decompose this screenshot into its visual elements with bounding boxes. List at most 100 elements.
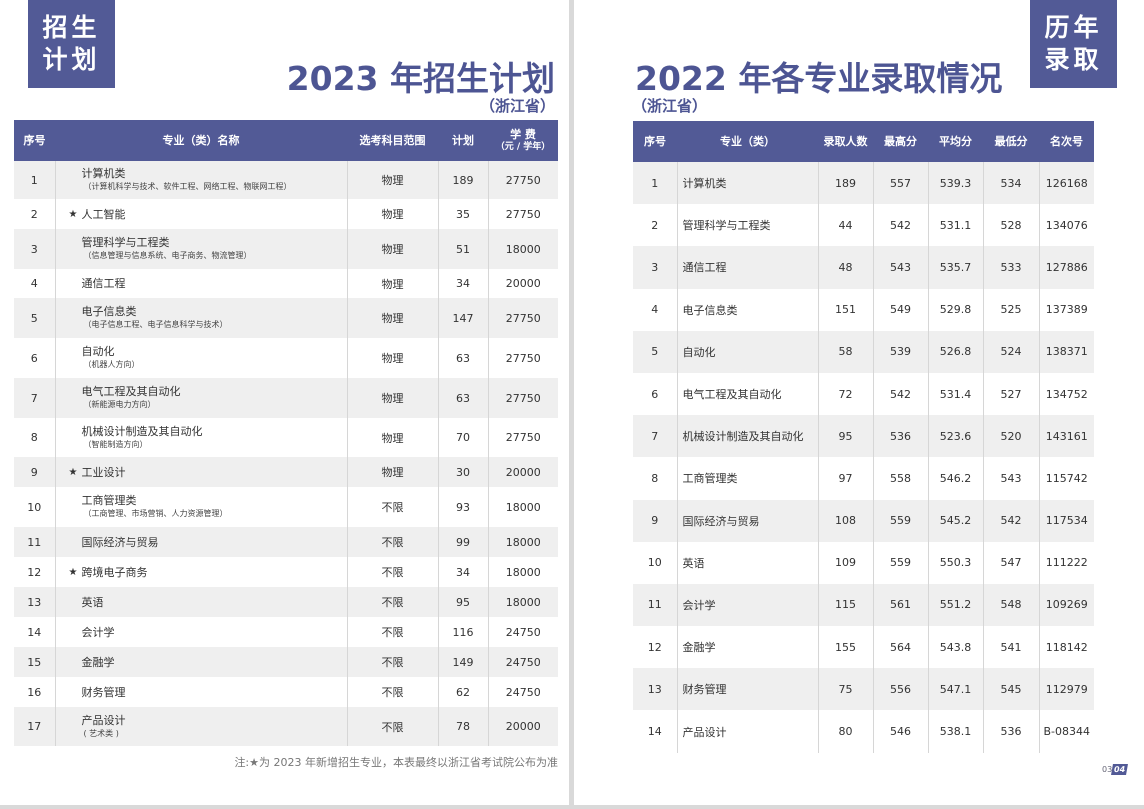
rank-number: 117534 (1038, 499, 1094, 542)
major-name: 机械设计制造及其自动化 （智能制造方向） (54, 418, 347, 457)
min-score: 528 (982, 204, 1039, 247)
plan-count: 189 (437, 161, 488, 199)
tuition-fee: 18000 (487, 229, 558, 269)
row-number: 12 (27, 565, 42, 579)
major-name: ★ 人工智能 (54, 199, 347, 229)
major-name: 金融学 (54, 647, 347, 677)
major-name: 自动化 （机器人方向） (54, 338, 347, 378)
major-name: 财务管理 (676, 668, 818, 711)
plan-count: 147 (437, 298, 488, 338)
plan-count: 78 (437, 707, 488, 746)
major-name-text: 工业设计 (81, 465, 126, 479)
plan-table: 序号 专业（类）名称 选考科目范围 计划 学 费（元 / 学年） 1 计算机类 （计… (14, 120, 558, 746)
major-name-text: 金融学 (81, 655, 115, 669)
min-score: 543 (982, 457, 1039, 500)
admission-table: 序号 专业（类） 录取人数 最高分 平均分 最低分 名次号 1 计算机类 189 557 539.3… (633, 121, 1094, 753)
plan-count: 93 (437, 487, 488, 527)
tuition-fee: 27750 (487, 298, 558, 338)
major-name-text: 电气工程及其自动化 (81, 385, 181, 398)
rank-number: 143161 (1038, 415, 1094, 458)
major-name: 会计学 (54, 617, 347, 647)
rank-number: 109269 (1038, 583, 1094, 627)
major-name: 计算机类 (676, 162, 818, 205)
major-name-text: 工商管理类 (81, 494, 137, 507)
table-row: 2 ★ 人工智能 物理 35 27750 (14, 199, 558, 229)
max-score: 543 (872, 246, 928, 289)
subject-range: 物理 (346, 418, 438, 457)
admitted-count: 115 (817, 583, 873, 627)
major-name-text: 计算机类 (81, 167, 126, 180)
max-score: 546 (872, 710, 928, 753)
subject-range: 不限 (346, 617, 438, 647)
major-name: ★ 跨境电子商务 (54, 557, 347, 587)
plan-count: 70 (437, 418, 488, 457)
major-name-text: 财务管理 (81, 685, 126, 699)
row-number: 16 (27, 685, 42, 699)
table-row: 8 机械设计制造及其自动化 （智能制造方向） 物理 70 27750 (14, 418, 558, 457)
avg-score: 539.3 (927, 162, 983, 205)
major-name: 国际经济与贸易 (54, 527, 347, 557)
header-min-score: 最低分 (983, 121, 1039, 162)
tuition-fee: 20000 (487, 457, 558, 487)
new-major-star-icon: ★ (68, 566, 78, 578)
section-badge: 招生 计划 (28, 0, 115, 88)
header-admitted: 录取人数 (818, 121, 873, 162)
tuition-fee: 24750 (487, 677, 558, 707)
subject-range: 不限 (346, 487, 438, 527)
tuition-fee: 27750 (487, 199, 558, 229)
table-row: 7 电气工程及其自动化 （新能源电力方向） 物理 63 27750 (14, 378, 558, 418)
rank-number: B-08344 (1038, 710, 1094, 753)
avg-score: 547.1 (927, 668, 983, 711)
row-number: 5 (14, 298, 55, 338)
tuition-fee: 20000 (487, 269, 558, 298)
avg-score: 531.1 (927, 204, 983, 247)
avg-score: 535.7 (927, 246, 983, 289)
table-row: 3 通信工程 48 543 535.7 533 127886 (633, 246, 1094, 289)
row-number: 7 (633, 415, 677, 458)
major-name: 电子信息类 (676, 288, 818, 331)
major-name-text: 跨境电子商务 (81, 565, 148, 579)
row-number: 13 (14, 587, 55, 617)
page-title: 2023 年招生计划 (286, 59, 555, 98)
avg-score: 523.6 (927, 415, 983, 458)
subject-range: 不限 (346, 647, 438, 677)
avg-score: 546.2 (927, 457, 983, 500)
header-fee: 学 费（元 / 学年） (488, 120, 558, 161)
row-number: 3 (633, 246, 677, 289)
major-name: 工商管理类 （工商管理、市场营销、人力资源管理） (54, 487, 347, 527)
table-row: 10 英语 109 559 550.3 547 111222 (633, 541, 1094, 584)
major-name: 管理科学与工程类 (676, 204, 818, 247)
avg-score: 526.8 (927, 330, 983, 373)
major-name: 英语 (676, 541, 818, 584)
page-title: 2022 年各专业录取情况 (635, 59, 1003, 98)
row-number: 1 (633, 162, 677, 205)
header-plan: 计划 (438, 120, 488, 161)
table-header: 序号 专业（类）名称 选考科目范围 计划 学 费（元 / 学年） (14, 120, 558, 161)
rank-number: 126168 (1038, 162, 1094, 205)
major-name: 英语 (54, 587, 347, 617)
row-number: 12 (647, 640, 662, 654)
major-name-text: 管理科学与工程类 (81, 236, 170, 249)
max-score: 558 (872, 457, 928, 500)
row-number: 2 (30, 207, 38, 221)
plan-count: 99 (437, 527, 488, 557)
table-row: 12 ★ 跨境电子商务 不限 34 18000 (14, 557, 558, 587)
new-major-star-icon: ★ (68, 466, 78, 478)
rank-number: 111222 (1038, 541, 1094, 584)
major-subtitle: （计算机科学与技术、软件工程、网络工程、物联网工程） (83, 182, 292, 191)
table-row: 17 产品设计( 艺术类 ) 不限 78 20000 (14, 707, 558, 746)
row-number: 10 (27, 500, 42, 514)
badge-line: 录取 (1044, 45, 1103, 74)
plan-count: 63 (437, 378, 488, 418)
tuition-fee: 27750 (487, 418, 558, 457)
subject-range: 物理 (346, 338, 438, 378)
table-row: 12 金融学 155 564 543.8 541 118142 (633, 626, 1094, 669)
plan-count: 149 (437, 647, 488, 677)
major-subtitle: （电子信息工程、电子信息科学与技术） (83, 320, 228, 329)
max-score: 564 (872, 626, 928, 669)
row-number: 8 (30, 431, 38, 444)
table-row: 3 管理科学与工程类 （信息管理与信息系统、电子商务、物流管理） 物理 51 18000 (14, 229, 558, 269)
rank-number: 127886 (1038, 246, 1094, 289)
major-name-text: 机械设计制造及其自动化 (81, 424, 203, 438)
min-score: 542 (982, 499, 1039, 542)
